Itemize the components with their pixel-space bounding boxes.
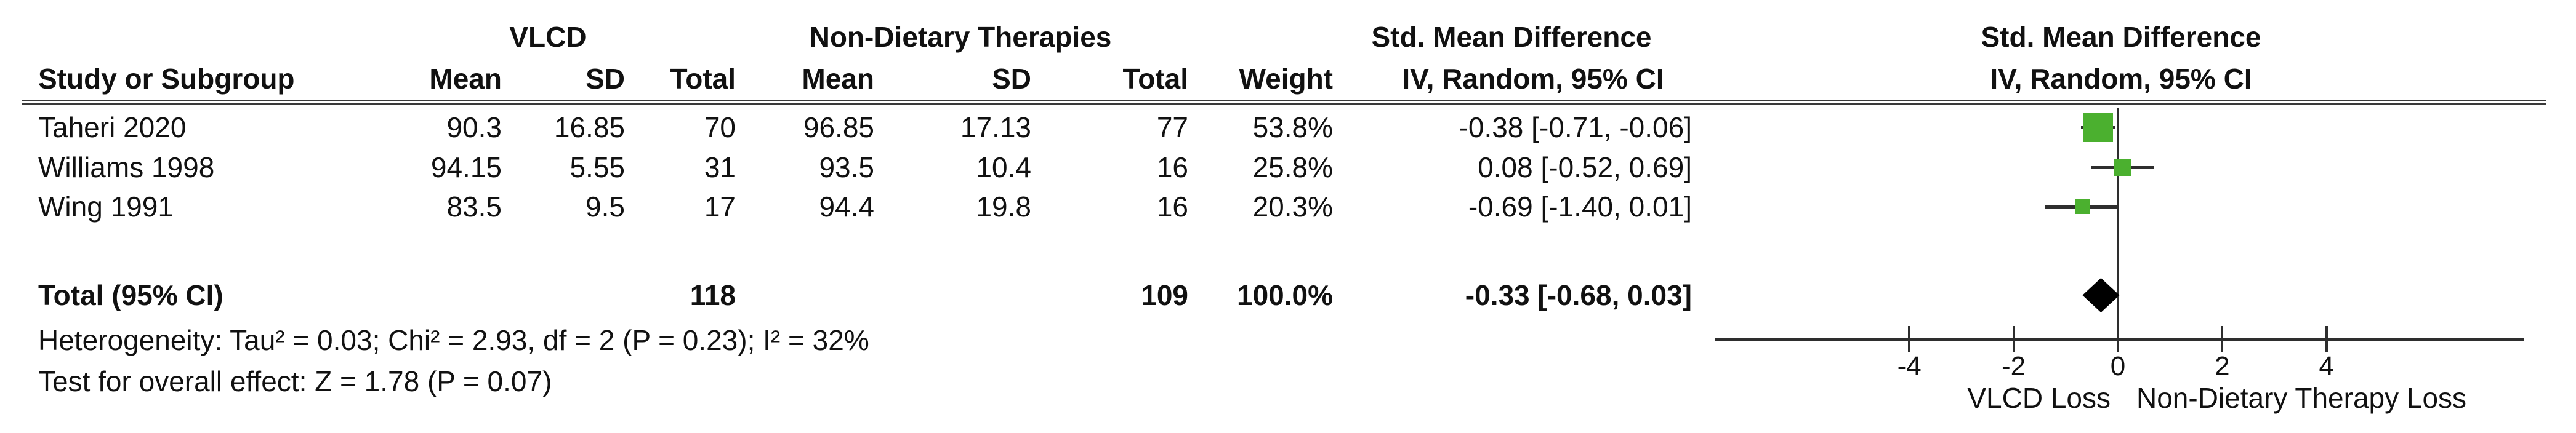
mean-vlcd-value: 83.5 <box>446 191 502 223</box>
col-header-mean-ndt: Mean <box>802 63 874 95</box>
col-header-study: Study or Subgroup <box>38 63 295 95</box>
mean-vlcd-value: 94.15 <box>430 151 502 183</box>
weight-value: 20.3% <box>1252 191 1333 223</box>
group-header-smd-right: Std. Mean Difference <box>1981 21 2261 53</box>
axis-tick <box>2012 326 2015 352</box>
sd-vlcd-value: 5.55 <box>570 151 625 183</box>
total-ci-text: -0.33 [-0.68, 0.03] <box>1465 279 1692 311</box>
zero-reference-line <box>2117 108 2119 340</box>
total-row-label: Total (95% CI) <box>38 279 223 311</box>
axis-caption-right: Non-Dietary Therapy Loss <box>2136 382 2467 414</box>
weight-value: 53.8% <box>1252 111 1333 143</box>
axis-tick <box>1908 326 1911 352</box>
axis-tick-label: -2 <box>2002 351 2026 381</box>
axis-tick-label: -4 <box>1897 351 1922 381</box>
total-vlcd-sum: 118 <box>690 279 736 311</box>
weight-value: 25.8% <box>1252 151 1333 183</box>
ci-text-value: -0.69 [-1.40, 0.01] <box>1468 191 1692 223</box>
axis-caption-left: VLCD Loss <box>1967 382 2111 414</box>
ci-text-value: 0.08 [-0.52, 0.69] <box>1478 151 1692 183</box>
study-label: Taheri 2020 <box>38 111 187 143</box>
sd-ndt-value: 17.13 <box>960 111 1031 143</box>
col-header-total-vlcd: Total <box>670 63 736 95</box>
study-weight-square <box>2083 113 2113 142</box>
col-header-total-ndt: Total <box>1122 63 1188 95</box>
sd-ndt-value: 10.4 <box>976 151 1031 183</box>
sd-vlcd-value: 16.85 <box>553 111 625 143</box>
total-vlcd-value: 31 <box>704 151 736 183</box>
axis-tick-label: 2 <box>2215 351 2230 381</box>
total-weight: 100.0% <box>1236 279 1333 311</box>
axis-tick <box>2117 326 2119 352</box>
group-header-smd-left: Std. Mean Difference <box>1371 21 1652 53</box>
total-ndt-value: 16 <box>1156 151 1188 183</box>
mean-vlcd-value: 90.3 <box>446 111 502 143</box>
group-header-vlcd: VLCD <box>509 21 587 53</box>
mean-ndt-value: 96.85 <box>803 111 874 143</box>
ci-text-value: -0.38 [-0.71, -0.06] <box>1459 111 1692 143</box>
col-header-mean-vlcd: Mean <box>429 63 502 95</box>
col-header-sd-vlcd: SD <box>586 63 625 95</box>
total-ndt-sum: 109 <box>1141 279 1188 311</box>
study-label: Wing 1991 <box>38 191 174 223</box>
total-vlcd-value: 17 <box>704 191 736 223</box>
study-weight-square <box>2074 199 2090 214</box>
mean-ndt-value: 93.5 <box>819 151 874 183</box>
col-header-iv-right: IV, Random, 95% CI <box>1990 63 2252 95</box>
mean-ndt-value: 94.4 <box>819 191 874 223</box>
col-header-sd-ndt: SD <box>992 63 1031 95</box>
total-vlcd-value: 70 <box>704 111 736 143</box>
heterogeneity-note: Heterogeneity: Tau² = 0.03; Chi² = 2.93,… <box>38 324 869 356</box>
sd-vlcd-value: 9.5 <box>586 191 625 223</box>
col-header-iv-left: IV, Random, 95% CI <box>1402 63 1664 95</box>
col-header-weight: Weight <box>1239 63 1333 95</box>
axis-tick <box>2325 326 2328 352</box>
study-label: Williams 1998 <box>38 151 215 183</box>
overall-effect-note: Test for overall effect: Z = 1.78 (P = 0… <box>38 365 552 397</box>
total-ndt-value: 77 <box>1156 111 1188 143</box>
study-weight-square <box>2113 159 2131 176</box>
header-separator-line <box>22 100 2546 105</box>
group-header-non-dietary: Non-Dietary Therapies <box>809 21 1112 53</box>
x-axis-line <box>1715 338 2524 341</box>
axis-tick-label: 0 <box>2110 351 2126 381</box>
sd-ndt-value: 19.8 <box>976 191 1031 223</box>
total-ndt-value: 16 <box>1156 191 1188 223</box>
axis-tick-label: 4 <box>2319 351 2335 381</box>
total-effect-diamond <box>2082 278 2120 312</box>
axis-tick <box>2221 326 2224 352</box>
